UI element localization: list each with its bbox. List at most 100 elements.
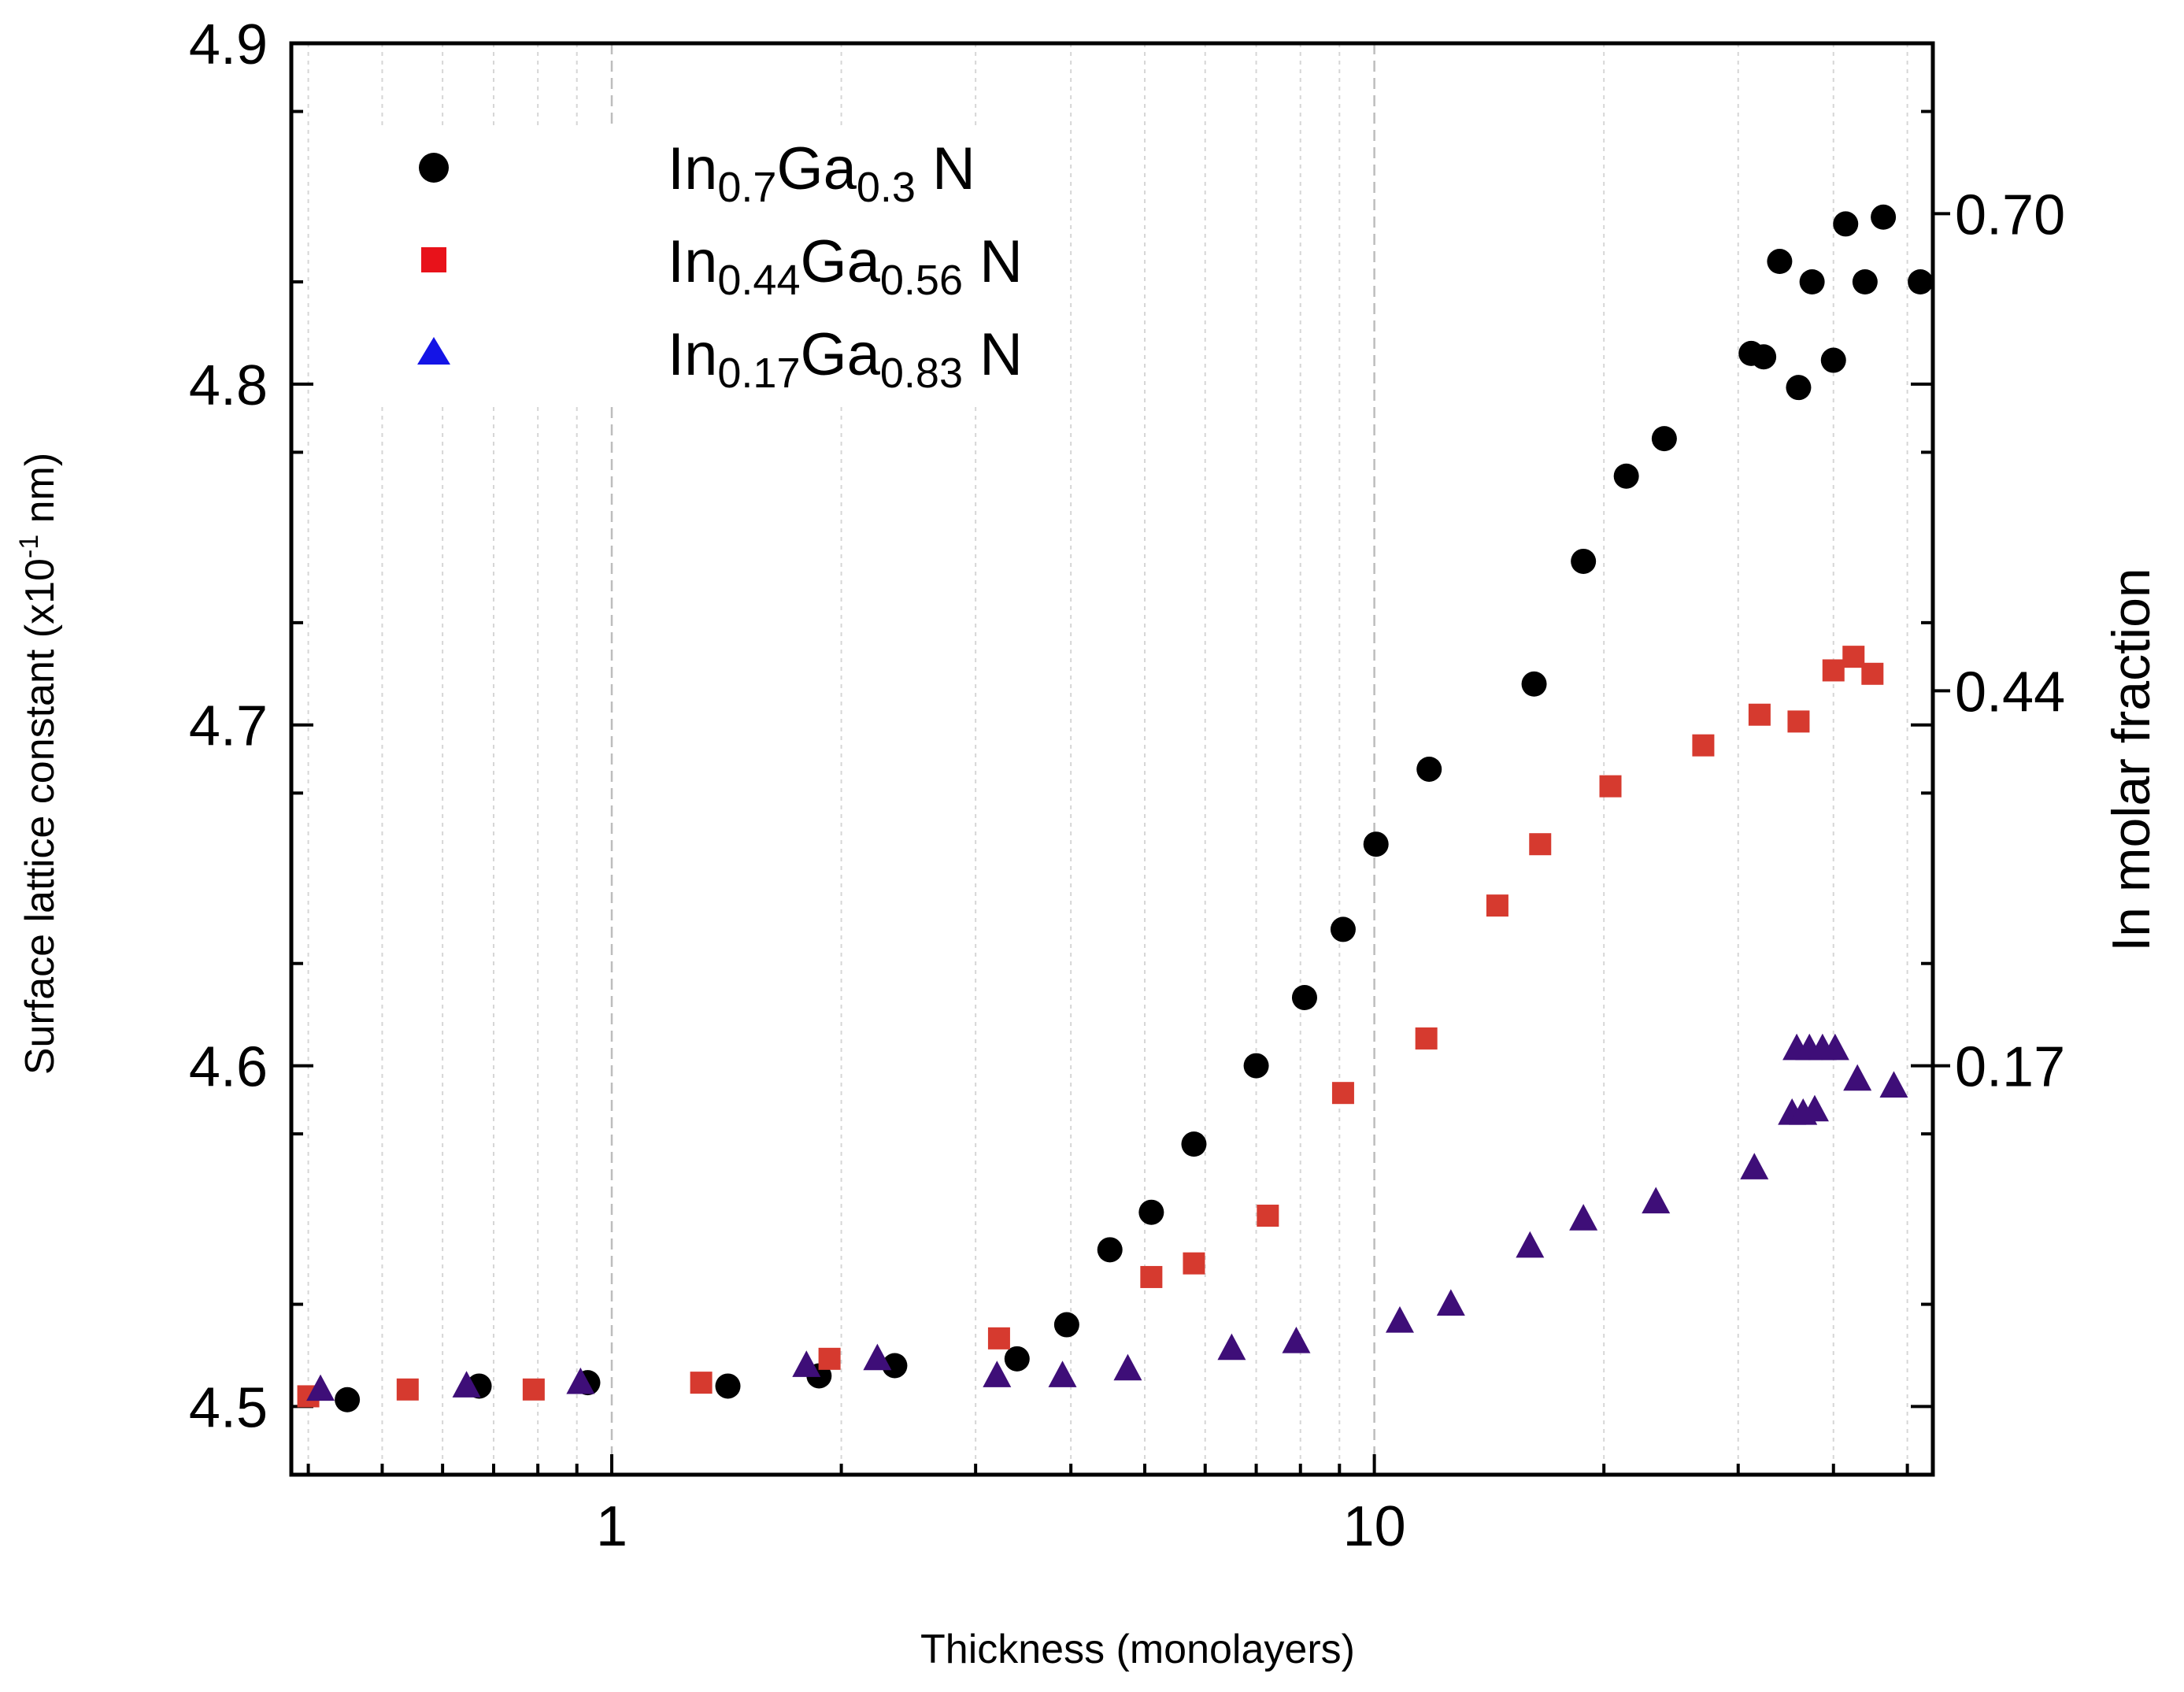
legend-2-base2: Ga	[801, 228, 881, 295]
legend-3-base2: Ga	[801, 321, 881, 388]
y2-tick-label: 0.44	[1955, 661, 2065, 724]
data-point-circle	[1651, 426, 1677, 452]
data-point-square	[1257, 1205, 1279, 1227]
legend-marker-square	[421, 247, 446, 272]
y-tick-label: 4.6	[189, 1036, 268, 1099]
data-point-circle	[1363, 831, 1389, 857]
data-point-circle	[1833, 211, 1859, 237]
data-point-triangle	[1048, 1361, 1077, 1387]
legend-1-sub2: 0.3	[857, 164, 916, 211]
data-point-circle	[1521, 671, 1547, 697]
data-point-triangle	[452, 1371, 481, 1398]
data-point-square	[1842, 646, 1865, 668]
plot-frame	[289, 41, 1935, 1477]
data-point-circle	[882, 1353, 908, 1379]
data-point-circle	[1243, 1053, 1269, 1079]
data-point-triangle	[1740, 1153, 1769, 1179]
data-point-triangle	[1879, 1071, 1908, 1098]
data-point-triangle	[1843, 1064, 1872, 1091]
data-point-square	[1599, 775, 1622, 798]
data-point-square	[396, 1378, 419, 1401]
data-point-circle	[1820, 347, 1846, 373]
data-point-square	[1692, 734, 1715, 757]
data-point-square	[1415, 1027, 1438, 1050]
data-point-circle	[1138, 1199, 1164, 1225]
y2-tick-label: 0.17	[1955, 1036, 2065, 1099]
data-point-circle	[1181, 1131, 1207, 1157]
data-point-circle	[1871, 204, 1897, 230]
y-tick-label: 4.8	[189, 354, 268, 417]
legend-label-series-2: In0.44Ga0.56 N	[668, 228, 1023, 304]
x-axis-title: Thickness (monolayers)	[920, 1627, 1355, 1672]
data-point-square	[818, 1347, 841, 1370]
x-grid-lines	[307, 43, 1908, 1475]
axis-ticks: 1 10 4.5 4.6 4.7 4.8 4.9 0.17 0.44 0.70	[189, 13, 2065, 1558]
data-point-circle	[1799, 269, 1825, 294]
legend-2-sub2: 0.56	[880, 257, 963, 304]
y2-tick-label: 0.70	[1955, 183, 2065, 246]
data-point-triangle	[983, 1361, 1012, 1387]
data-point-triangle	[1217, 1333, 1246, 1361]
legend-marker-circle	[419, 153, 449, 183]
data-point-square	[522, 1378, 545, 1401]
y-axis-title: Surface lattice constant (x10-1 nm)	[14, 453, 63, 1075]
legend-3-sub1: 0.17	[717, 350, 800, 397]
data-point-circle	[1786, 375, 1812, 401]
legend-3-sub2: 0.83	[880, 350, 963, 397]
data-point-circle	[1330, 916, 1356, 942]
data-point-square	[987, 1327, 1010, 1350]
data-point-circle	[1908, 269, 1934, 294]
series-2	[297, 646, 1884, 1408]
legend-2-base1: In	[668, 228, 717, 295]
legend-label-series-1: In0.7Ga0.3 N	[668, 135, 975, 211]
data-point-square	[1529, 833, 1552, 856]
right-axis-title: In molar fraction	[2101, 568, 2161, 952]
data-point-square	[690, 1372, 713, 1394]
legend-1-sub1: 0.7	[717, 164, 776, 211]
data-point-triangle	[1800, 1094, 1829, 1122]
data-point-triangle	[792, 1350, 821, 1377]
data-point-square	[1486, 894, 1508, 917]
data-point-triangle	[1642, 1187, 1671, 1214]
data-point-circle	[335, 1387, 361, 1412]
data-point-triangle	[1385, 1306, 1414, 1333]
data-point-circle	[1291, 985, 1317, 1010]
data-point-triangle	[1820, 1033, 1849, 1061]
legend: In0.7Ga0.3 N In0.44Ga0.56 N In0.17Ga0.83…	[364, 126, 1057, 405]
data-point-circle	[1571, 548, 1597, 574]
legend-1-base2: Ga	[776, 135, 857, 202]
series-3	[306, 1033, 1908, 1401]
data-point-square	[1140, 1265, 1163, 1288]
legend-1-base1: In	[668, 135, 717, 202]
data-point-triangle	[1113, 1353, 1142, 1381]
y-tick-label: 4.9	[189, 13, 268, 76]
data-point-circle	[1097, 1237, 1123, 1263]
data-point-circle	[1053, 1312, 1079, 1338]
legend-3-base1: In	[668, 321, 717, 388]
data-point-square	[1331, 1082, 1354, 1105]
data-points	[297, 204, 1934, 1412]
y-tick-label: 4.5	[189, 1376, 268, 1439]
series-1	[335, 204, 1934, 1412]
legend-2-sub1: 0.44	[717, 257, 800, 304]
legend-1-suffix: N	[916, 135, 975, 202]
legend-background	[364, 126, 1057, 405]
data-point-triangle	[1569, 1204, 1598, 1231]
y-tick-label: 4.7	[189, 695, 268, 758]
data-point-square	[1748, 703, 1771, 726]
data-point-triangle	[1436, 1289, 1465, 1316]
data-point-square	[1183, 1252, 1205, 1275]
y-axis-title-end: nm)	[17, 453, 63, 535]
legend-marker-triangle	[417, 337, 450, 365]
data-point-circle	[1613, 463, 1639, 489]
data-point-triangle	[306, 1374, 335, 1401]
data-point-triangle	[863, 1343, 892, 1371]
data-point-square	[1861, 662, 1884, 685]
data-point-circle	[715, 1373, 741, 1399]
x-tick-label: 10	[1343, 1495, 1406, 1558]
legend-2-suffix: N	[963, 228, 1023, 295]
data-point-circle	[1852, 269, 1878, 294]
x-tick-label: 1	[596, 1495, 627, 1558]
data-point-square	[1787, 710, 1810, 733]
